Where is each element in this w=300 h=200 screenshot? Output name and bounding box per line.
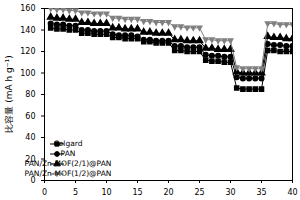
svg-text:35: 35 [256,188,266,197]
svg-text:10: 10 [101,188,111,197]
svg-text:30: 30 [225,188,235,197]
svg-text:40: 40 [25,133,35,142]
svg-text:100: 100 [20,69,35,78]
svg-text:0: 0 [30,176,36,186]
svg-text:15: 15 [132,188,142,197]
svg-text:PAN/Zn-MOF(1/2)@PAN: PAN/Zn-MOF(1/2)@PAN [25,169,112,178]
svg-text:PAN: PAN [61,149,76,158]
svg-text:140: 140 [20,26,35,35]
svg-text:0: 0 [42,188,47,197]
svg-text:Celgard: Celgard [53,139,82,148]
svg-text:160: 160 [20,4,35,13]
svg-text:比容量 (mA h g⁻¹): 比容量 (mA h g⁻¹) [4,55,14,132]
svg-text:80: 80 [25,90,35,99]
svg-text:25: 25 [194,188,204,197]
svg-text:120: 120 [20,47,35,56]
svg-text:5: 5 [73,188,78,197]
svg-text:20: 20 [163,188,173,197]
svg-text:PAN/Zn-MOF(2/1)@PAN: PAN/Zn-MOF(2/1)@PAN [25,159,112,168]
svg-text:60: 60 [25,112,35,121]
svg-text:40: 40 [287,188,297,197]
